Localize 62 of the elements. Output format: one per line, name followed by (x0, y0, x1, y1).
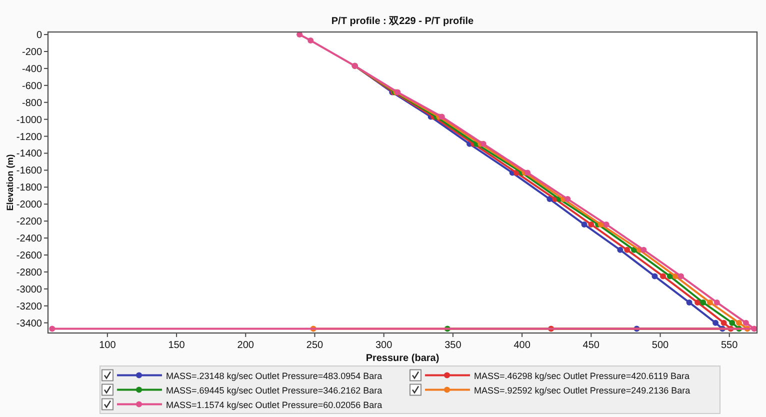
point (736, 320, 742, 326)
point (694, 299, 701, 306)
point (660, 273, 666, 280)
y-tick-label: -3200 (16, 301, 42, 312)
point (480, 140, 486, 147)
y-tick-label: -1600 (16, 166, 42, 177)
point (678, 273, 684, 280)
x-tick-label: 100 (99, 340, 116, 351)
y-tick-label: -600 (22, 80, 42, 92)
point (707, 299, 714, 306)
x-axis-title: Pressure (bara) (366, 353, 440, 364)
y-axis-title: Elevation (m) (5, 154, 15, 211)
y-tick-label: -2800 (16, 267, 42, 278)
y-tick-label: -2400 (16, 234, 42, 245)
point (603, 221, 610, 228)
chart-title: P/T profile : 双229 - P/T profile (331, 16, 474, 27)
x-tick-label: 550 (721, 340, 738, 351)
point (524, 170, 531, 176)
y-tick-label: -800 (22, 98, 42, 109)
x-tick-label: 500 (652, 340, 670, 351)
y-tick-label: -1200 (16, 132, 42, 143)
point (624, 246, 630, 253)
x-tick-label: 450 (582, 340, 600, 351)
line-series (49, 32, 758, 332)
point (742, 320, 749, 326)
x-tick-label: 300 (376, 340, 393, 351)
point (564, 196, 571, 202)
point (712, 320, 719, 326)
legend-label: MASS=1.1574 kg/sec Outlet Pressure=60.02056 Bara (166, 400, 382, 410)
y-tick-label: -3000 (16, 284, 42, 296)
point (438, 114, 445, 120)
x-tick-label: 400 (514, 340, 531, 351)
y-tick-label: 0 (36, 30, 42, 42)
y-tick-label: -1400 (16, 148, 42, 160)
legend-label: MASS=.23148 kg/sec Outlet Pressure=483.0954 Bara (166, 370, 382, 381)
point (652, 273, 658, 280)
point (729, 320, 736, 326)
x-tick-label: 200 (237, 340, 254, 351)
point (686, 299, 692, 306)
point (49, 326, 56, 332)
legend-label: MASS=.46298 kg/sec Outlet Pressure=420.6119 Bara (474, 370, 690, 381)
y-tick-label: -2000 (16, 200, 42, 211)
point (714, 299, 720, 306)
y-tick-label: -400 (22, 64, 42, 75)
x-tick-label: 250 (306, 340, 324, 351)
y-tick-label: -3400 (16, 318, 42, 330)
x-tick-label: 150 (168, 340, 186, 351)
point (700, 299, 706, 306)
y-tick-label: -200 (22, 47, 42, 58)
point (308, 37, 314, 44)
point (640, 246, 647, 253)
point (581, 221, 588, 228)
point (720, 320, 727, 326)
y-tick-label: -2600 (16, 250, 42, 262)
point (588, 221, 594, 228)
y-tick-label: -1800 (16, 182, 42, 194)
y-tick-label: -1000 (16, 114, 42, 126)
legend-label: MASS=.69445 kg/sec Outlet Pressure=346.2162 Bara (166, 385, 382, 396)
point (617, 246, 624, 253)
legend-label: MASS=.92592 kg/sec Outlet Pressure=249.2136 Bara (474, 385, 690, 396)
x-tick-label: 350 (444, 340, 462, 351)
y-tick-label: -2200 (16, 216, 42, 228)
